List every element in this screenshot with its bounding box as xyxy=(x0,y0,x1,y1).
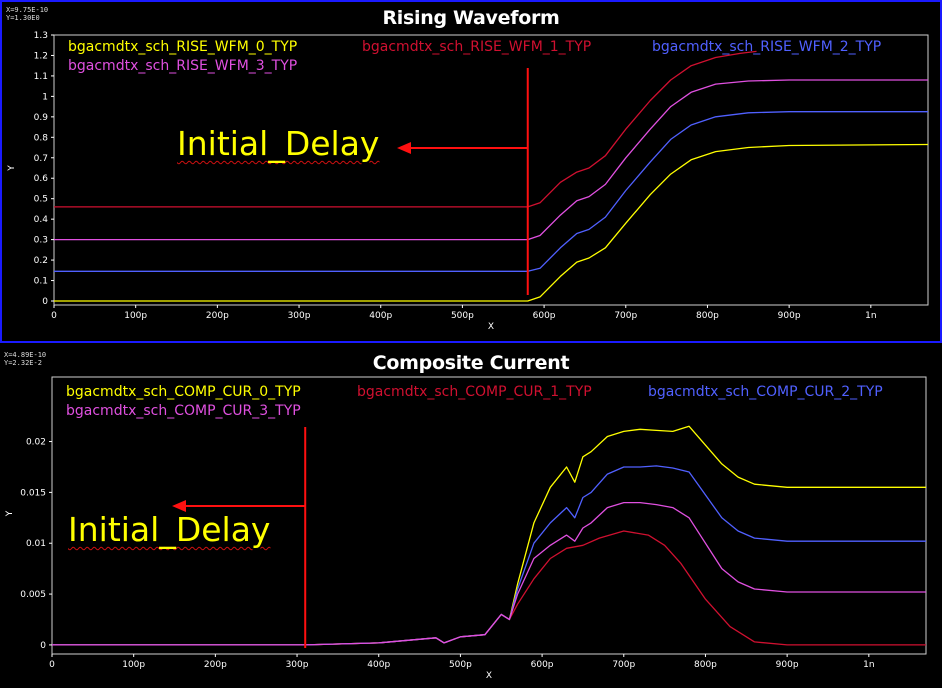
x-tick-label: 400p xyxy=(367,660,390,670)
initial-delay-arrow-head xyxy=(172,500,186,512)
x-axis-label: X xyxy=(486,671,492,681)
initial-delay-annotation: Initial_Delay xyxy=(68,510,271,549)
y-tick-label: 1.3 xyxy=(34,31,48,41)
y-tick-label: 1.2 xyxy=(34,51,48,61)
y-tick-label: 1 xyxy=(42,92,48,102)
legend-entry-cur-2: bgacmdtx_sch_COMP_CUR_2_TYP xyxy=(648,384,883,400)
x-tick-label: 1n xyxy=(863,660,874,670)
legend-entry-cur-1: bgacmdtx_sch_COMP_CUR_1_TYP xyxy=(357,384,592,400)
x-tick-label: 300p xyxy=(288,311,311,321)
chart-title: Rising Waveform xyxy=(382,7,560,29)
legend-entry-cur-3: bgacmdtx_sch_COMP_CUR_3_TYP xyxy=(66,403,301,419)
x-tick-label: 700p xyxy=(614,311,637,321)
cursor-readout-y: Y=1.30E0 xyxy=(6,14,40,22)
x-tick-label: 600p xyxy=(531,660,554,670)
cursor-readout-x: X=9.75E-10 xyxy=(6,6,49,14)
y-tick-label: 0.4 xyxy=(34,215,49,225)
series-line-2[interactable] xyxy=(54,111,928,272)
x-axis-label: X xyxy=(488,322,494,332)
series-line-0[interactable] xyxy=(54,143,928,302)
x-tick-label: 0 xyxy=(49,660,55,670)
x-tick-label: 900p xyxy=(776,660,799,670)
legend-entry-rise-0: bgacmdtx_sch_RISE_WFM_0_TYP xyxy=(68,39,298,55)
cursor-readout-y: Y=2.32E-2 xyxy=(4,359,42,367)
y-tick-label: 0 xyxy=(40,641,46,651)
x-tick-label: 100p xyxy=(122,660,145,670)
legend-entry-cur-0: bgacmdtx_sch_COMP_CUR_0_TYP xyxy=(66,384,301,400)
plot-frame xyxy=(53,34,929,306)
rising-waveform-panel: X=9.75E-10 Y=1.30E0 Rising Waveform 0 100… xyxy=(0,0,942,343)
x-tick-label: 0 xyxy=(51,311,57,321)
series-line-3[interactable] xyxy=(54,79,928,241)
plot-frame xyxy=(51,376,927,655)
x-tick-label: 1n xyxy=(865,311,876,321)
cursor-readout-x: X=4.89E-10 xyxy=(4,351,47,359)
legend-entry-rise-3: bgacmdtx_sch_RISE_WFM_3_TYP xyxy=(68,58,298,74)
y-tick-label: 0.7 xyxy=(34,154,48,164)
y-tick-label: 0.02 xyxy=(26,438,46,448)
y-axis-label: Y xyxy=(5,510,15,517)
x-tick-label: 500p xyxy=(451,311,474,321)
y-tick-label: 0 xyxy=(42,297,48,307)
y-tick-label: 0.9 xyxy=(34,113,49,123)
y-tick-label: 0.6 xyxy=(34,174,49,184)
x-tick-label: 600p xyxy=(533,311,556,321)
x-tick-label: 800p xyxy=(694,660,717,670)
series-line-1[interactable] xyxy=(54,50,757,208)
chart-title: Composite Current xyxy=(372,352,570,374)
x-tick-label: 900p xyxy=(778,311,801,321)
x-tick-label: 200p xyxy=(206,311,229,321)
legend-entry-rise-1: bgacmdtx_sch_RISE_WFM_1_TYP xyxy=(362,39,592,55)
y-tick-label: 0.3 xyxy=(34,236,48,246)
series-group xyxy=(52,425,926,646)
y-tick-label: 1.1 xyxy=(34,72,48,82)
initial-delay-arrow-head xyxy=(397,142,411,154)
x-tick-label: 500p xyxy=(449,660,472,670)
x-tick-label: 300p xyxy=(286,660,309,670)
y-tick-label: 0.8 xyxy=(34,133,49,143)
series-line-2[interactable] xyxy=(52,465,926,646)
y-tick-label: 0.1 xyxy=(34,277,48,287)
y-tick-label: 0.015 xyxy=(20,488,46,498)
series-line-3[interactable] xyxy=(52,501,926,646)
x-tick-label: 700p xyxy=(612,660,635,670)
initial-delay-annotation: Initial_Delay xyxy=(177,124,380,163)
series-group xyxy=(54,50,928,302)
x-tick-label: 800p xyxy=(696,311,719,321)
x-tick-label: 200p xyxy=(204,660,227,670)
composite-current-panel: X=4.89E-10 Y=2.32E-2 Composite Current 0… xyxy=(0,345,942,688)
y-tick-label: 0.2 xyxy=(34,256,48,266)
x-tick-label: 100p xyxy=(124,311,147,321)
x-tick-label: 400p xyxy=(369,311,392,321)
y-tick-label: 0.01 xyxy=(26,539,46,549)
y-tick-label: 0.5 xyxy=(34,195,48,205)
composite-current-chart[interactable]: 0 100p 200p 300p 400p 500p 600p 700p 800p 900p 1n 0… xyxy=(0,345,942,688)
y-tick-label: 0.005 xyxy=(20,590,46,600)
y-axis-label: Y xyxy=(7,165,17,172)
rising-waveform-chart[interactable]: 0 100p 200p 300p 400p 500p 600p 700p 800p 900p 1n 0… xyxy=(2,2,940,341)
legend-entry-rise-2: bgacmdtx_sch_RISE_WFM_2_TYP xyxy=(652,39,882,55)
